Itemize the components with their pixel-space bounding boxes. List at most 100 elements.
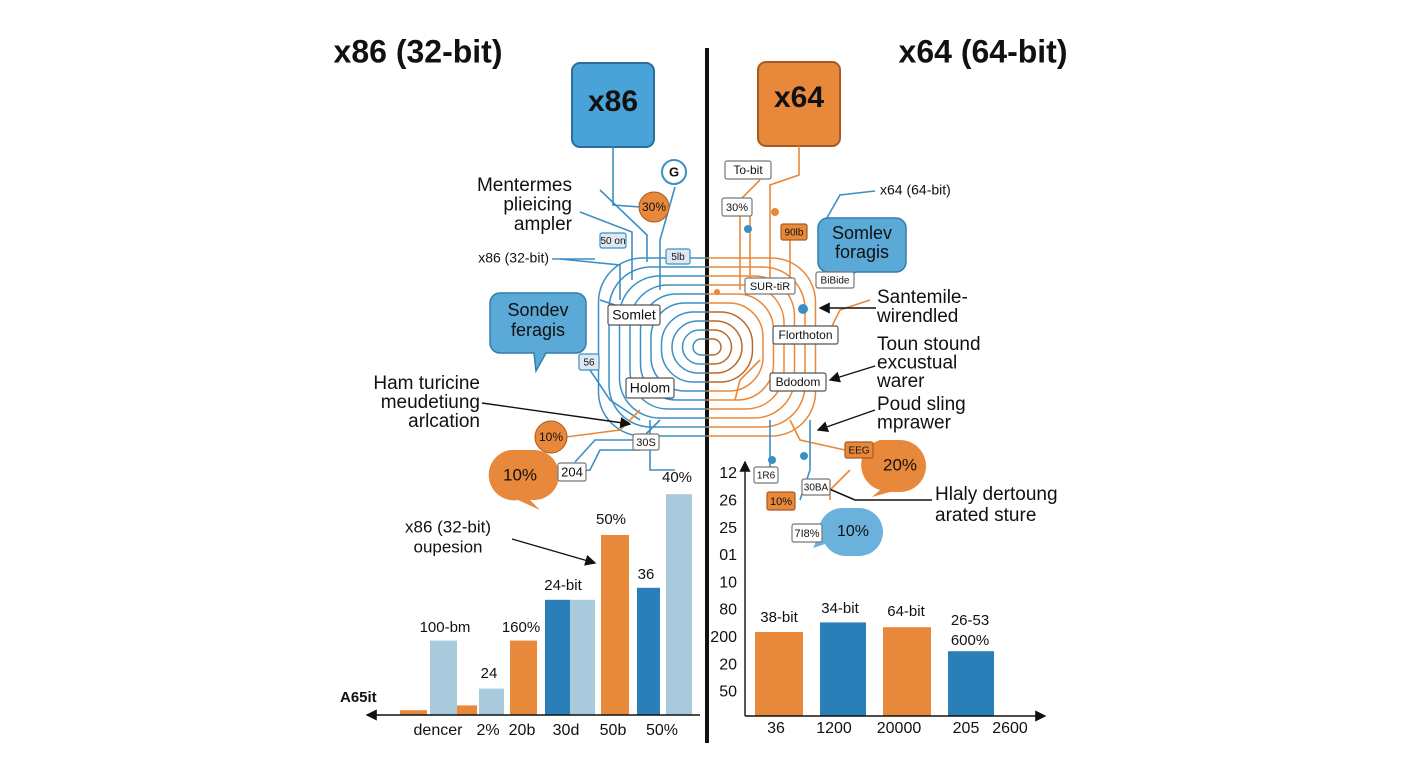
label: 1200: [816, 720, 852, 737]
arrow: [828, 365, 876, 383]
icon: [661, 159, 687, 185]
ring: [707, 284, 785, 410]
label: 24: [481, 665, 498, 682]
wire: [565, 409, 641, 438]
ring: [707, 329, 733, 365]
bar: [545, 599, 570, 715]
label: Santemile-: [877, 287, 968, 308]
label: 30%: [642, 200, 666, 214]
label: 01: [719, 547, 737, 564]
label: 30BA: [804, 483, 829, 494]
bar: [755, 632, 803, 716]
bubble: [813, 507, 883, 556]
ring: [629, 284, 707, 410]
label: 100-bm: [420, 619, 471, 636]
wire: [734, 359, 761, 401]
label: 7I8%: [794, 528, 819, 540]
ring: [707, 266, 806, 428]
bar: [601, 535, 629, 715]
label: x86 (32-bit): [478, 250, 549, 266]
label: 12: [719, 465, 737, 482]
label: 30%: [726, 202, 748, 214]
label: x64: [774, 81, 824, 114]
label: 2600: [992, 720, 1028, 737]
label: 1R6: [757, 471, 776, 482]
ring: [707, 302, 764, 392]
label: 50b: [600, 722, 627, 739]
tag-box: [791, 523, 823, 543]
label: 26-53: [951, 612, 989, 629]
ring: [707, 275, 796, 419]
label: Toun stound: [877, 334, 981, 355]
wire: [612, 147, 641, 208]
label: 10%: [539, 430, 563, 444]
tag-box: [766, 491, 796, 511]
label: 5lb: [671, 252, 685, 263]
label: meudetiung: [381, 392, 480, 413]
arrow: [816, 409, 876, 433]
dot: [768, 456, 776, 464]
label: BiBide: [821, 276, 850, 287]
rings-left: [597, 257, 707, 437]
label: 50 on: [600, 236, 625, 247]
tag-box: [607, 304, 661, 326]
bubble: [861, 440, 926, 497]
label: 80: [719, 602, 737, 619]
tag-box: [815, 271, 855, 289]
wire: [599, 189, 648, 262]
tag-box: [844, 441, 874, 459]
label: 205: [953, 720, 980, 737]
label: 20000: [877, 720, 922, 737]
tag-box: [724, 160, 772, 180]
rings-right: [707, 257, 817, 437]
label: oupesion: [413, 537, 482, 556]
ring: [707, 320, 743, 374]
label: 36: [638, 566, 655, 583]
dot: [771, 208, 779, 216]
label: 38-bit: [760, 609, 798, 626]
ring: [660, 311, 707, 383]
wire: [769, 146, 800, 290]
bar: [479, 688, 504, 715]
label: 20b: [509, 722, 536, 739]
label: 10: [719, 574, 737, 591]
tag-box: [801, 478, 831, 496]
bar: [457, 705, 477, 715]
ring: [707, 293, 775, 401]
label: arated sture: [935, 505, 1036, 526]
label: Ham turicine: [373, 373, 480, 394]
label: 30S: [636, 437, 656, 449]
tag-box: [772, 325, 839, 345]
label: 600%: [951, 632, 989, 649]
wire: [819, 484, 932, 501]
label: arlcation: [408, 411, 480, 432]
wire: [829, 299, 871, 331]
tag-box: [665, 248, 691, 265]
tag-box: [753, 466, 779, 484]
ring: [707, 338, 722, 356]
ring: [639, 293, 707, 401]
label: Bdodom: [776, 375, 821, 389]
label: feragis: [511, 320, 565, 340]
badge: [534, 420, 568, 454]
label: 90lb: [785, 228, 804, 239]
label: 34-bit: [821, 600, 859, 617]
label: 10%: [503, 465, 537, 484]
label: A65it: [340, 689, 377, 706]
label: Somlev: [832, 223, 892, 243]
bar: [883, 627, 931, 716]
ring: [608, 266, 707, 428]
tag-box: [599, 232, 627, 249]
dot: [800, 452, 808, 460]
label: Holom: [630, 380, 670, 396]
label: 50%: [596, 511, 626, 528]
label: dencer: [414, 722, 464, 739]
ring: [707, 257, 817, 437]
label: x86 (32-bit): [405, 517, 491, 536]
bar: [948, 651, 994, 716]
label: 24-bit: [544, 577, 582, 594]
label: Mentermes: [477, 175, 572, 196]
label: 40%: [662, 469, 692, 486]
label: To-bit: [733, 163, 763, 177]
tag-box: [744, 277, 796, 295]
